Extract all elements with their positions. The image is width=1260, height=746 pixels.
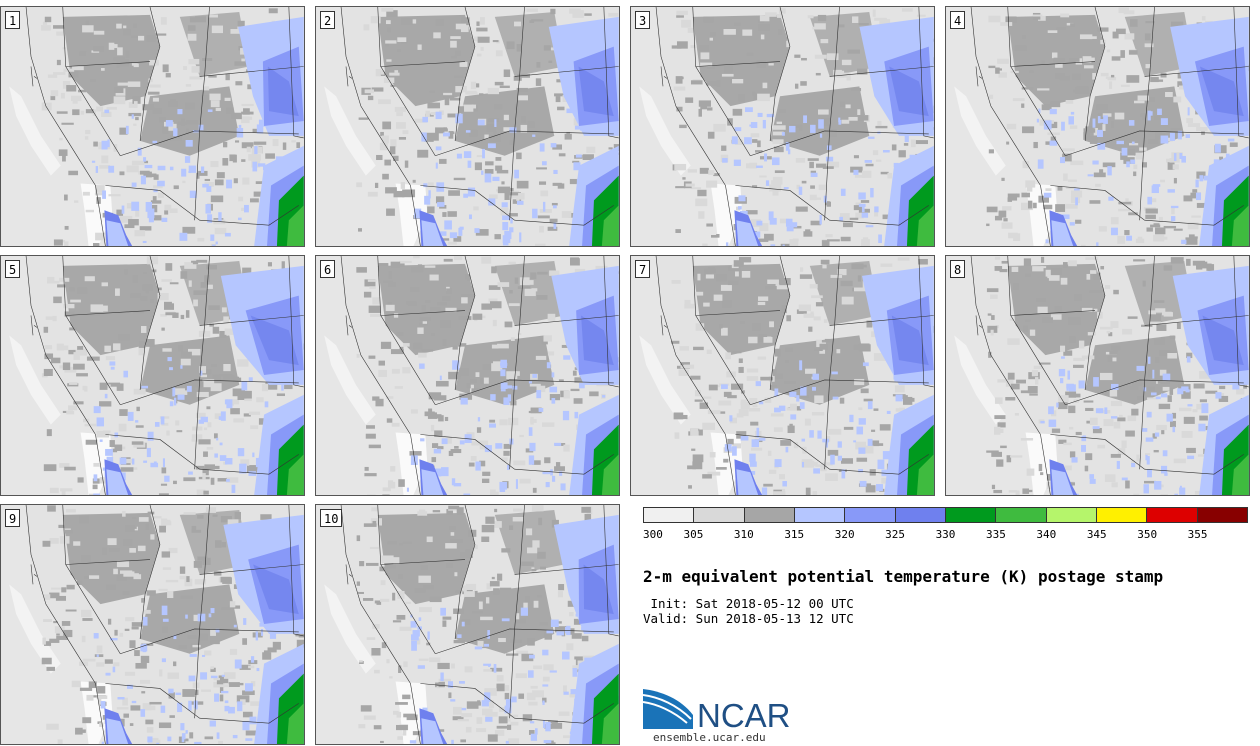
colorbar-swatch [794,508,846,522]
map-field [631,7,934,246]
colorbar [643,507,1248,523]
map-field [946,7,1249,246]
map-field [1,505,304,744]
init-valid-info: Init: Sat 2018-05-12 00 UTC Valid: Sun 2… [643,596,854,626]
colorbar-swatch [644,508,695,522]
ensemble-member-panel: 1 [0,6,305,247]
valid-time: Valid: Sun 2018-05-13 12 UTC [643,611,854,626]
member-number-label: 9 [5,509,21,527]
colorbar-tick-label: 315 [784,528,805,541]
map-field [946,256,1249,495]
ncar-logo-text: NCAR [697,697,791,731]
colorbar-tick-labels: 300 305 310 315 320 325 330 335 340 345 350 355 [643,528,1248,542]
map-field [316,256,619,495]
map-field [316,505,619,744]
colorbar-tick-label: 345 [1086,528,1107,541]
colorbar-tick-label: 350 [1137,528,1158,541]
colorbar-tick-label: 330 [935,528,956,541]
member-number-label: 10 [320,509,343,527]
colorbar-swatch [945,508,997,522]
colorbar-swatch [895,508,946,522]
colorbar-swatch [996,508,1047,522]
ensemble-member-panel: 5 [0,255,305,496]
ensemble-member-panel: 2 [315,6,620,247]
colorbar-swatch [1096,508,1148,522]
map-field [631,256,934,495]
member-number-label: 3 [635,11,651,29]
member-number-label: 5 [5,260,21,278]
colorbar-swatch [1147,508,1198,522]
colorbar-swatch [744,508,795,522]
colorbar-swatch [1197,508,1247,522]
init-time: Init: Sat 2018-05-12 00 UTC [643,596,854,611]
colorbar-tick-label: 340 [1036,528,1057,541]
ensemble-member-panel: 9 [0,504,305,745]
member-number-label: 2 [320,11,336,29]
member-number-label: 6 [320,260,336,278]
colorbar-swatch [694,508,745,522]
member-number-label: 1 [5,11,21,29]
ensemble-member-panel: 6 [315,255,620,496]
ensemble-member-panel: 10 [315,504,620,745]
ensemble-member-panel: 8 [945,255,1250,496]
colorbar-tick-label: 310 [733,528,754,541]
ensemble-member-panel: 4 [945,6,1250,247]
colorbar-swatch [1046,508,1097,522]
member-number-label: 8 [950,260,966,278]
colorbar-tick-label: 320 [834,528,855,541]
map-field [1,7,304,246]
ncar-logo: NCAR [643,689,791,731]
colorbar-tick-label: 300 [643,528,663,541]
map-field [316,7,619,246]
member-number-label: 7 [635,260,651,278]
colorbar-tick-label: 325 [885,528,906,541]
ensemble-member-panel: 7 [630,255,935,496]
colorbar-tick-label: 355 [1187,528,1208,541]
colorbar-tick-label: 335 [985,528,1006,541]
chart-title: 2-m equivalent potential temperature (K)… [643,567,1164,586]
ncar-url: ensemble.ucar.edu [653,731,766,744]
ensemble-member-panel: 3 [630,6,935,247]
colorbar-tick-label: 305 [683,528,704,541]
member-number-label: 4 [950,11,966,29]
colorbar-swatch [845,508,896,522]
map-field [1,256,304,495]
